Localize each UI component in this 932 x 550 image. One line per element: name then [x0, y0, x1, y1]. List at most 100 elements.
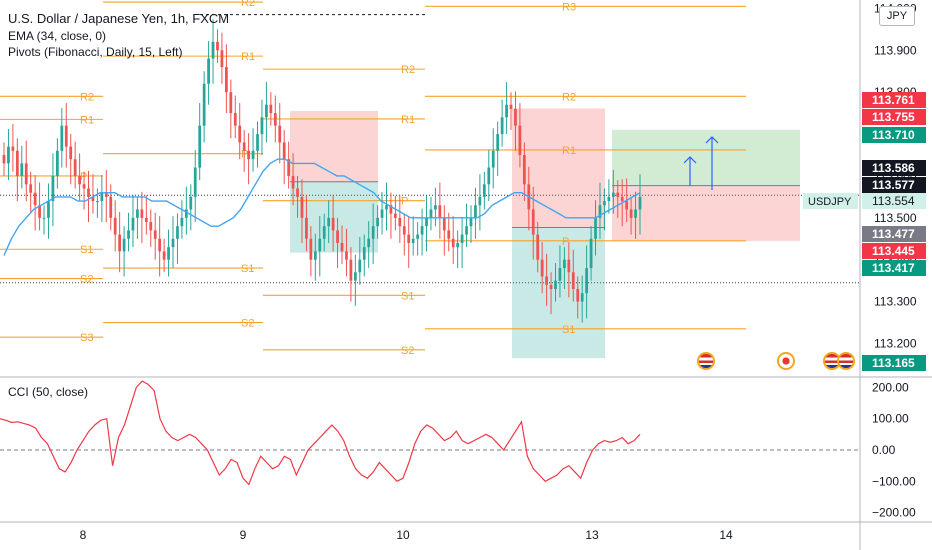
candle — [64, 103, 68, 168]
pivot-label-p: P — [562, 236, 569, 248]
candle-body — [509, 104, 513, 109]
candle — [451, 216, 455, 264]
candle — [438, 182, 442, 239]
candle-body — [300, 196, 304, 218]
candle — [567, 242, 571, 298]
candle — [55, 138, 59, 189]
candle — [478, 174, 482, 231]
candle — [318, 216, 322, 277]
candle-body — [2, 154, 6, 164]
candle-body — [380, 209, 384, 218]
candle — [118, 211, 122, 273]
candle — [140, 191, 144, 243]
price-tag-bg — [862, 193, 926, 209]
candle — [180, 200, 184, 239]
candle — [184, 186, 188, 235]
candle-body — [447, 230, 451, 239]
candle-body — [202, 83, 206, 126]
cci-tick-label: −100.00 — [872, 474, 916, 488]
candle-body — [193, 167, 197, 197]
candle — [487, 149, 491, 202]
price-tag: 113.761 — [862, 92, 926, 108]
price-tag: 113.477 — [862, 226, 926, 242]
candle-body — [371, 226, 375, 239]
candle-body — [345, 251, 348, 260]
candle-body — [64, 125, 68, 147]
candle — [482, 171, 486, 210]
candle — [15, 138, 19, 202]
symbol-tag-bg — [803, 193, 858, 209]
candle — [345, 228, 348, 277]
price-tag: 113.165 — [862, 355, 926, 371]
candle-body — [69, 146, 73, 160]
candle — [176, 213, 179, 264]
candle — [149, 209, 153, 248]
candle-body — [216, 41, 219, 51]
candle — [265, 82, 268, 143]
candle-body — [522, 154, 526, 185]
pivot-label-p: P — [241, 149, 248, 161]
candle-body — [96, 201, 99, 203]
candle-body — [184, 209, 188, 218]
projection-arrow-head — [683, 156, 697, 164]
candle — [211, 19, 215, 84]
candle — [251, 128, 255, 172]
ema-legend[interactable]: EMA (34, close, 0) — [8, 29, 107, 43]
candle — [198, 103, 202, 181]
candle-body — [514, 108, 517, 126]
candle — [616, 180, 620, 218]
pivot-label-r2: R2 — [80, 91, 94, 103]
price-tick-label: 113.300 — [874, 295, 917, 309]
candle-body — [313, 251, 317, 260]
candle-body — [118, 234, 122, 252]
price-tag-bg — [862, 127, 926, 143]
candle — [51, 153, 55, 227]
candle-body — [73, 159, 77, 176]
candle-body — [211, 41, 215, 59]
candle — [576, 276, 580, 319]
candle-body — [571, 272, 575, 290]
candle-body — [136, 209, 139, 218]
pivot-label-r2: R2 — [562, 91, 576, 103]
price-tag: 113.586 — [862, 160, 926, 176]
candle-body — [616, 192, 620, 197]
pivots-legend[interactable]: Pivots (Fibonacci, Daily, 15, Left) — [8, 45, 183, 59]
candle-body — [322, 226, 326, 239]
candle — [634, 191, 637, 239]
price-tag-bg — [862, 177, 926, 193]
position-drawings — [290, 108, 800, 359]
currency-button[interactable]: JPY — [879, 6, 915, 26]
candle — [500, 99, 504, 147]
candle — [2, 142, 6, 176]
candle — [291, 153, 295, 206]
candle — [380, 191, 384, 235]
price-tag-bg — [862, 243, 926, 259]
candle-body — [180, 217, 184, 227]
candle — [514, 91, 517, 151]
candle-body — [465, 226, 468, 235]
cci-legend[interactable]: CCI (50, close) — [8, 385, 89, 399]
candle-body — [144, 217, 148, 223]
cci-tick-label: 200.00 — [872, 380, 909, 394]
price-tag-bg — [862, 355, 926, 371]
pivot-label-r1: R1 — [562, 145, 576, 157]
candle-body — [336, 230, 339, 243]
price-tag: 113.445 — [862, 243, 926, 259]
candle — [260, 99, 264, 155]
pivot-label-s1: S1 — [80, 244, 93, 256]
candle-body — [122, 238, 126, 252]
us-event-icon[interactable] — [837, 352, 855, 370]
candle — [47, 183, 50, 239]
candle-body — [567, 259, 571, 273]
candle — [220, 32, 224, 84]
candle — [287, 141, 291, 189]
candle — [247, 133, 250, 185]
us-event-icon[interactable] — [697, 352, 715, 370]
candle-body — [482, 184, 486, 197]
candle-body — [229, 92, 233, 114]
jp-event-icon[interactable] — [777, 352, 795, 370]
candle-body — [411, 238, 415, 243]
candle-body — [460, 234, 464, 243]
candle-body — [20, 163, 24, 176]
